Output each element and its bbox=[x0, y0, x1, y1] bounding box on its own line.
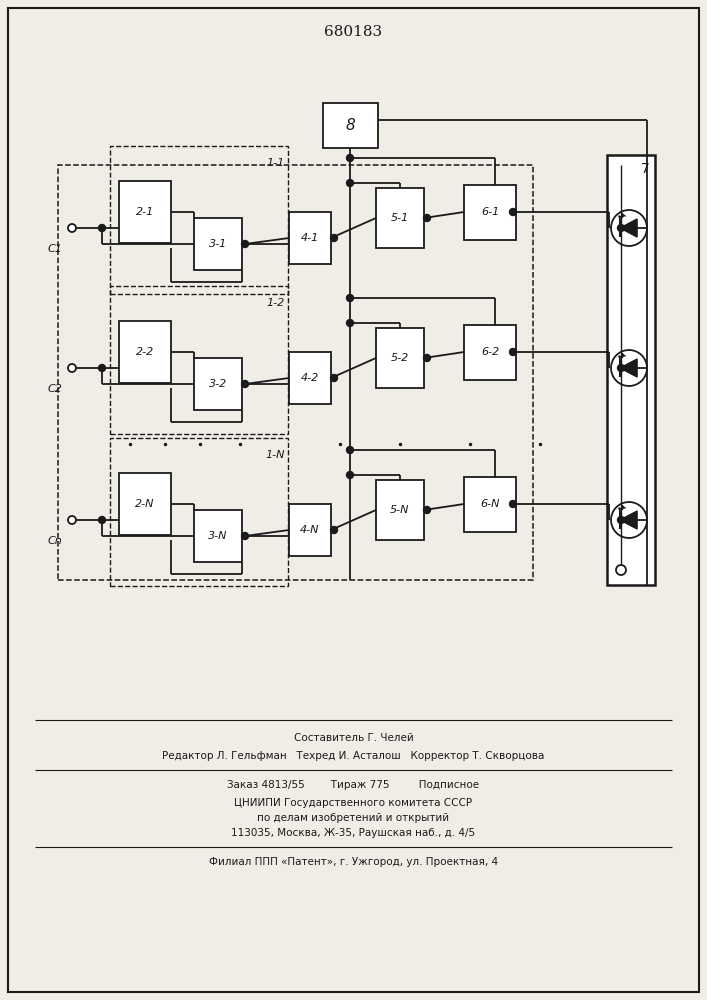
Circle shape bbox=[346, 472, 354, 479]
FancyBboxPatch shape bbox=[464, 477, 516, 532]
Text: 1-N: 1-N bbox=[266, 450, 285, 460]
Circle shape bbox=[510, 349, 517, 356]
FancyBboxPatch shape bbox=[289, 352, 331, 404]
Circle shape bbox=[617, 225, 624, 232]
Text: 8: 8 bbox=[345, 117, 355, 132]
Circle shape bbox=[617, 516, 624, 524]
Circle shape bbox=[98, 364, 105, 371]
Text: 1-2: 1-2 bbox=[267, 298, 285, 308]
Text: Редактор Л. Гельфман   Техред И. Асталош   Корректор Т. Скворцова: Редактор Л. Гельфман Техред И. Асталош К… bbox=[163, 751, 544, 761]
Circle shape bbox=[510, 500, 517, 508]
Text: 5-N: 5-N bbox=[390, 505, 410, 515]
Text: 2-2: 2-2 bbox=[136, 347, 154, 357]
Text: C1: C1 bbox=[47, 244, 62, 254]
Text: Филиал ППП «Патент», г. Ужгород, ул. Проектная, 4: Филиал ППП «Патент», г. Ужгород, ул. Про… bbox=[209, 857, 498, 867]
Text: 1-1: 1-1 bbox=[267, 158, 285, 168]
Circle shape bbox=[346, 180, 354, 186]
FancyBboxPatch shape bbox=[194, 358, 242, 410]
Circle shape bbox=[68, 364, 76, 372]
Polygon shape bbox=[620, 359, 637, 377]
Polygon shape bbox=[620, 511, 637, 529]
Circle shape bbox=[330, 526, 337, 534]
Text: 2-1: 2-1 bbox=[136, 207, 154, 217]
Text: 4-1: 4-1 bbox=[301, 233, 319, 243]
Circle shape bbox=[423, 355, 431, 361]
FancyBboxPatch shape bbox=[289, 504, 331, 556]
Text: 7: 7 bbox=[641, 162, 649, 176]
Circle shape bbox=[242, 380, 248, 387]
Circle shape bbox=[330, 374, 337, 381]
FancyBboxPatch shape bbox=[464, 184, 516, 239]
Text: 6-1: 6-1 bbox=[481, 207, 499, 217]
Polygon shape bbox=[620, 219, 637, 237]
Text: 680183: 680183 bbox=[325, 25, 382, 39]
Circle shape bbox=[510, 209, 517, 216]
Circle shape bbox=[68, 224, 76, 232]
Circle shape bbox=[346, 320, 354, 326]
Circle shape bbox=[98, 225, 105, 232]
Circle shape bbox=[242, 240, 248, 247]
Text: 5-2: 5-2 bbox=[391, 353, 409, 363]
Text: Составитель Г. Челей: Составитель Г. Челей bbox=[293, 733, 414, 743]
Circle shape bbox=[346, 154, 354, 161]
Text: 113035, Москва, Ж-35, Раушская наб., д. 4/5: 113035, Москва, Ж-35, Раушская наб., д. … bbox=[231, 828, 476, 838]
Circle shape bbox=[242, 532, 248, 540]
Text: ЦНИИПИ Государственного комитета СССР: ЦНИИПИ Государственного комитета СССР bbox=[235, 798, 472, 808]
Text: 3-2: 3-2 bbox=[209, 379, 227, 389]
FancyBboxPatch shape bbox=[119, 473, 171, 535]
FancyBboxPatch shape bbox=[464, 324, 516, 379]
FancyBboxPatch shape bbox=[607, 155, 655, 585]
FancyBboxPatch shape bbox=[376, 328, 424, 388]
Circle shape bbox=[346, 446, 354, 454]
Circle shape bbox=[68, 516, 76, 524]
FancyBboxPatch shape bbox=[194, 218, 242, 270]
Circle shape bbox=[98, 516, 105, 524]
Text: 3-1: 3-1 bbox=[209, 239, 227, 249]
Circle shape bbox=[423, 506, 431, 514]
Text: Cn: Cn bbox=[47, 536, 62, 546]
Text: 4-N: 4-N bbox=[300, 525, 320, 535]
Text: 6-2: 6-2 bbox=[481, 347, 499, 357]
Text: 3-N: 3-N bbox=[209, 531, 228, 541]
Text: 4-2: 4-2 bbox=[301, 373, 319, 383]
Text: 5-1: 5-1 bbox=[391, 213, 409, 223]
Circle shape bbox=[423, 215, 431, 222]
Text: 2-N: 2-N bbox=[135, 499, 155, 509]
FancyBboxPatch shape bbox=[119, 181, 171, 243]
Circle shape bbox=[616, 565, 626, 575]
FancyBboxPatch shape bbox=[376, 188, 424, 248]
FancyBboxPatch shape bbox=[119, 321, 171, 383]
FancyBboxPatch shape bbox=[194, 510, 242, 562]
FancyBboxPatch shape bbox=[322, 103, 378, 147]
Text: по делам изобретений и открытий: по делам изобретений и открытий bbox=[257, 813, 450, 823]
FancyBboxPatch shape bbox=[376, 480, 424, 540]
FancyBboxPatch shape bbox=[289, 212, 331, 264]
Text: Заказ 4813/55        Тираж 775         Подписное: Заказ 4813/55 Тираж 775 Подписное bbox=[228, 780, 479, 790]
Text: 6-N: 6-N bbox=[480, 499, 500, 509]
Circle shape bbox=[346, 294, 354, 302]
Circle shape bbox=[617, 364, 624, 371]
Circle shape bbox=[330, 234, 337, 241]
Text: C2: C2 bbox=[47, 384, 62, 394]
